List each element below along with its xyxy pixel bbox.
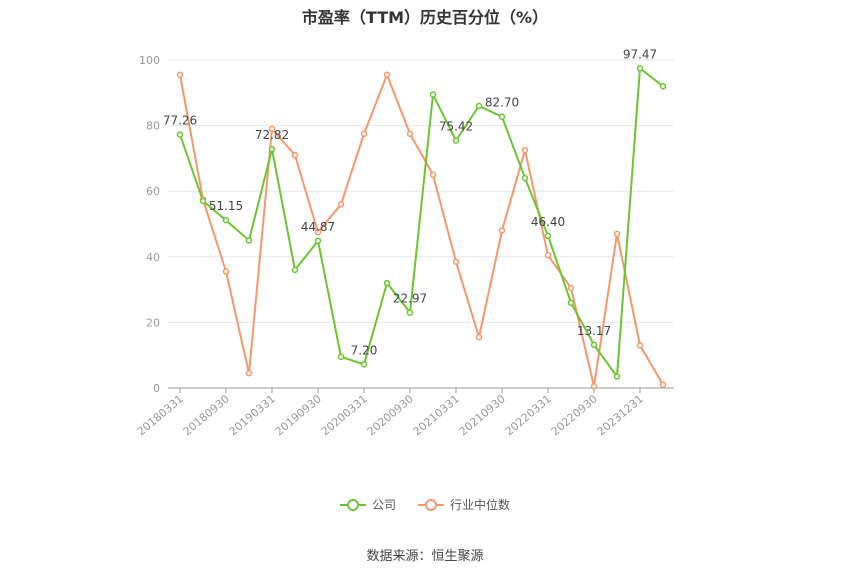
data-point-company [291, 266, 299, 274]
data-label: 97.47 [623, 47, 657, 61]
x-tick-label: 20190930 [273, 392, 324, 438]
data-label: 22.97 [393, 292, 427, 306]
data-label: 75.42 [439, 120, 473, 134]
data-point-company [659, 82, 667, 90]
x-tick-label: 20200331 [319, 392, 370, 438]
data-point-company [199, 197, 207, 205]
data-point-industry-median [383, 71, 391, 79]
data-point-company [567, 299, 575, 306]
data-label: 77.26 [163, 114, 197, 128]
data-label: 82.70 [485, 96, 519, 110]
data-point-industry-median [475, 333, 483, 341]
legend-label-industry-median: 行业中位数 [450, 498, 511, 512]
data-label: 72.82 [255, 128, 289, 142]
data-point-company [406, 309, 414, 316]
data-label: 44.87 [301, 220, 335, 234]
data-point-industry-median [314, 228, 322, 236]
x-tick-label: 20231231 [595, 392, 646, 438]
data-point-industry-median [245, 369, 253, 377]
chart-title: 市盈率（TTM）历史百分位（%） [301, 8, 549, 27]
data-point-industry-median [452, 258, 460, 265]
data-label: 51.15 [209, 199, 243, 213]
data-point-industry-median [337, 201, 345, 208]
data-point-company [176, 131, 184, 138]
legend-item-industry-median[interactable]: 行业中位数 [418, 496, 510, 513]
data-point-company [498, 113, 506, 120]
legend-item-company[interactable]: 公司 [339, 496, 396, 513]
data-label: 13.17 [577, 324, 611, 338]
data-point-company [245, 237, 253, 244]
x-tick-label: 20180930 [181, 392, 232, 438]
data-source: 数据来源：恒生聚源 [366, 549, 484, 564]
x-tick-label: 20200930 [365, 392, 416, 438]
data-point-industry-median [659, 381, 667, 388]
legend: 公司 行业中位数 [0, 496, 850, 513]
data-point-industry-median [498, 227, 506, 234]
x-tick-label: 20190331 [227, 392, 278, 438]
y-tick-label: 0 [153, 382, 160, 395]
data-point-industry-median [590, 383, 598, 390]
data-label: 7.20 [351, 343, 378, 357]
data-point-industry-median [406, 130, 414, 138]
x-tick-label: 20210331 [411, 392, 462, 438]
legend-swatch-industry-median [418, 498, 444, 511]
y-tick-label: 60 [146, 185, 160, 198]
data-point-company [337, 353, 345, 361]
data-point-company [268, 145, 276, 153]
data-point-company [544, 232, 552, 240]
x-tick-label: 20180331 [135, 392, 186, 438]
x-tick-label: 20220930 [549, 392, 600, 438]
data-point-industry-median [268, 125, 276, 133]
data-point-industry-median [176, 71, 184, 79]
data-point-industry-median [613, 230, 621, 238]
data-label: 46.40 [531, 215, 565, 229]
legend-swatch-company [339, 498, 366, 511]
data-point-company [222, 216, 230, 224]
y-tick-label: 40 [146, 251, 160, 264]
y-tick-label: 80 [146, 120, 160, 133]
data-point-industry-median [567, 284, 575, 292]
legend-label-company: 公司 [371, 498, 396, 512]
data-point-industry-median [222, 268, 230, 275]
series-line-company [179, 67, 664, 378]
data-point-industry-median [544, 251, 552, 259]
data-point-company [314, 237, 322, 245]
y-tick-label: 20 [146, 316, 160, 329]
x-tick-label: 20210930 [457, 392, 508, 438]
data-point-company [452, 137, 460, 144]
data-point-industry-median [429, 171, 437, 179]
x-tick-label: 20220331 [503, 392, 554, 438]
data-point-company [590, 341, 598, 349]
data-point-company [429, 91, 437, 98]
y-tick-label: 100 [139, 54, 160, 67]
data-point-industry-median [360, 130, 368, 138]
data-point-company [521, 174, 529, 182]
data-point-industry-median [636, 342, 644, 349]
data-point-company [636, 65, 644, 72]
series-line-industry-median [179, 73, 664, 388]
data-point-industry-median [291, 151, 299, 159]
data-point-industry-median [521, 146, 529, 154]
data-point-company [383, 279, 391, 287]
data-point-company [613, 373, 621, 380]
data-point-company [475, 102, 483, 110]
data-point-company [360, 361, 368, 368]
